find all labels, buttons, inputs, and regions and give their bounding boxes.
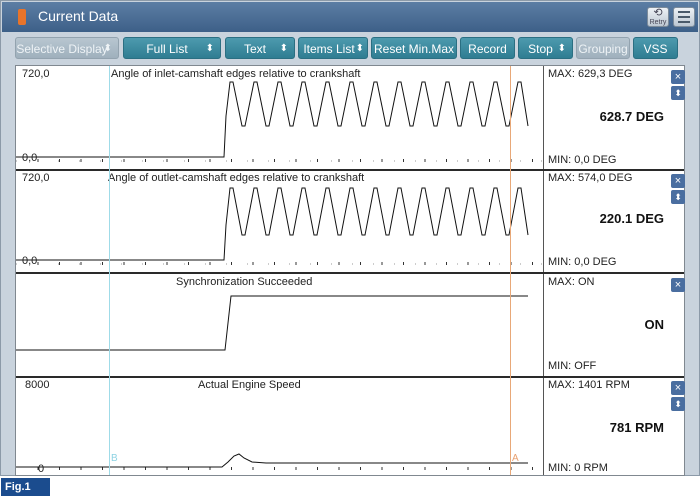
- app-window: Current Data ⟲ Retry Selective Display ⬍ …: [0, 0, 700, 476]
- y-min-label: 0,0: [22, 152, 38, 164]
- panel-title: Actual Engine Speed: [198, 379, 301, 391]
- spinner-icon: ⬍: [355, 43, 364, 54]
- stop-button[interactable]: Stop ⬍: [518, 37, 573, 59]
- panel-synchronization: Synchronization Succeeded MAX: ON ON MIN…: [16, 274, 685, 378]
- current-value: 781 RPM: [609, 420, 664, 435]
- retry-label: Retry: [649, 19, 667, 26]
- spinner-icon: ⬍: [205, 43, 214, 54]
- inlet-camshaft-chart: [16, 81, 543, 162]
- cursor-a-label: A: [512, 453, 519, 464]
- max-value: MAX: 1401 RPM: [548, 379, 630, 391]
- tick-marks: [37, 159, 533, 162]
- spinner-icon: ⬍: [279, 43, 288, 54]
- app-icon: [18, 9, 26, 25]
- engine-speed-chart: [16, 453, 533, 470]
- tick-marks: [37, 262, 533, 265]
- min-value: MIN: 0,0 DEG: [548, 256, 617, 268]
- max-value: MAX: 629,3 DEG: [548, 68, 633, 80]
- engine-speed-line: [16, 453, 528, 468]
- figure-label: Fig.1: [1, 478, 50, 496]
- current-value: 220.1 DEG: [599, 211, 664, 226]
- y-max-label: 8000: [25, 379, 50, 391]
- retry-icon: ⟲: [653, 7, 663, 19]
- close-icon[interactable]: ×: [671, 70, 685, 84]
- y-min-label: 0: [38, 463, 45, 475]
- panel-inlet-camshaft: 720,0 0,0 Angle of inlet-camshaft edges …: [16, 66, 685, 171]
- text-button[interactable]: Text ⬍: [225, 37, 295, 59]
- grouping-button[interactable]: Grouping: [576, 37, 630, 59]
- title-bar: Current Data ⟲ Retry: [2, 2, 698, 32]
- spinner-icon: ⬍: [103, 43, 112, 54]
- record-button[interactable]: Record: [460, 37, 515, 59]
- synchronization-chart: [16, 295, 528, 351]
- spinner-icon: ⬍: [557, 43, 566, 54]
- close-icon[interactable]: ×: [671, 278, 685, 292]
- min-value: MIN: OFF: [548, 360, 597, 372]
- menu-button[interactable]: [673, 7, 695, 27]
- panel-title: Angle of outlet-camshaft edges relative …: [108, 172, 365, 184]
- graph-area: 720,0 0,0 Angle of inlet-camshaft edges …: [15, 65, 685, 476]
- y-max-label: 720,0: [22, 172, 50, 184]
- max-value: MAX: 574,0 DEG: [548, 172, 633, 184]
- min-value: MIN: 0,0 DEG: [548, 154, 617, 166]
- items-list-button[interactable]: Items List ⬍: [298, 37, 368, 59]
- cursor-b-label: B: [111, 453, 118, 464]
- min-value: MIN: 0 RPM: [548, 462, 608, 474]
- inlet-camshaft-line: [16, 81, 529, 158]
- value-side-panel: MAX: 574,0 DEG 220.1 DEG MIN: 0,0 DEG: [543, 171, 684, 272]
- window-title: Current Data: [38, 8, 119, 24]
- synchronization-line: [16, 295, 528, 351]
- value-side-panel: MAX: 629,3 DEG 628.7 DEG MIN: 0,0 DEG: [543, 66, 684, 169]
- full-list-button[interactable]: Full List ⬍: [123, 37, 221, 59]
- panel-title: Angle of inlet-camshaft edges relative t…: [111, 68, 361, 80]
- value-side-panel: MAX: 1401 RPM 781 RPM MIN: 0 RPM: [543, 378, 684, 475]
- max-value: MAX: ON: [548, 276, 595, 288]
- cursor-b-line[interactable]: [109, 66, 110, 475]
- move-icon[interactable]: ⬍: [671, 86, 685, 100]
- current-value: 628.7 DEG: [599, 109, 664, 124]
- close-icon[interactable]: ×: [671, 174, 685, 188]
- close-icon[interactable]: ×: [671, 381, 685, 395]
- y-min-label: 0,0: [22, 255, 38, 267]
- move-icon[interactable]: ⬍: [671, 190, 685, 204]
- outlet-camshaft-chart: [16, 187, 543, 265]
- panel-title: Synchronization Succeeded: [176, 276, 313, 288]
- panel-outlet-camshaft: 720,0 0,0 Angle of outlet-camshaft edges…: [16, 171, 685, 274]
- vss-button[interactable]: VSS: [633, 37, 678, 59]
- reset-min-max-button[interactable]: Reset Min.Max: [371, 37, 457, 59]
- menu-icon: [678, 11, 690, 13]
- value-side-panel: MAX: ON ON MIN: OFF: [543, 274, 684, 376]
- outlet-camshaft-line: [16, 187, 529, 261]
- cursor-a-line[interactable]: [510, 66, 511, 475]
- panel-engine-speed: 8000 0 Actual Engine Speed MAX: 1401 RPM…: [16, 378, 685, 475]
- move-icon[interactable]: ⬍: [671, 397, 685, 411]
- selective-display-button[interactable]: Selective Display ⬍: [15, 37, 119, 59]
- retry-button[interactable]: ⟲ Retry: [647, 7, 669, 27]
- toolbar: Selective Display ⬍ Full List ⬍ Text ⬍ Item…: [15, 37, 685, 59]
- y-max-label: 720,0: [22, 68, 50, 80]
- current-value: ON: [644, 317, 665, 332]
